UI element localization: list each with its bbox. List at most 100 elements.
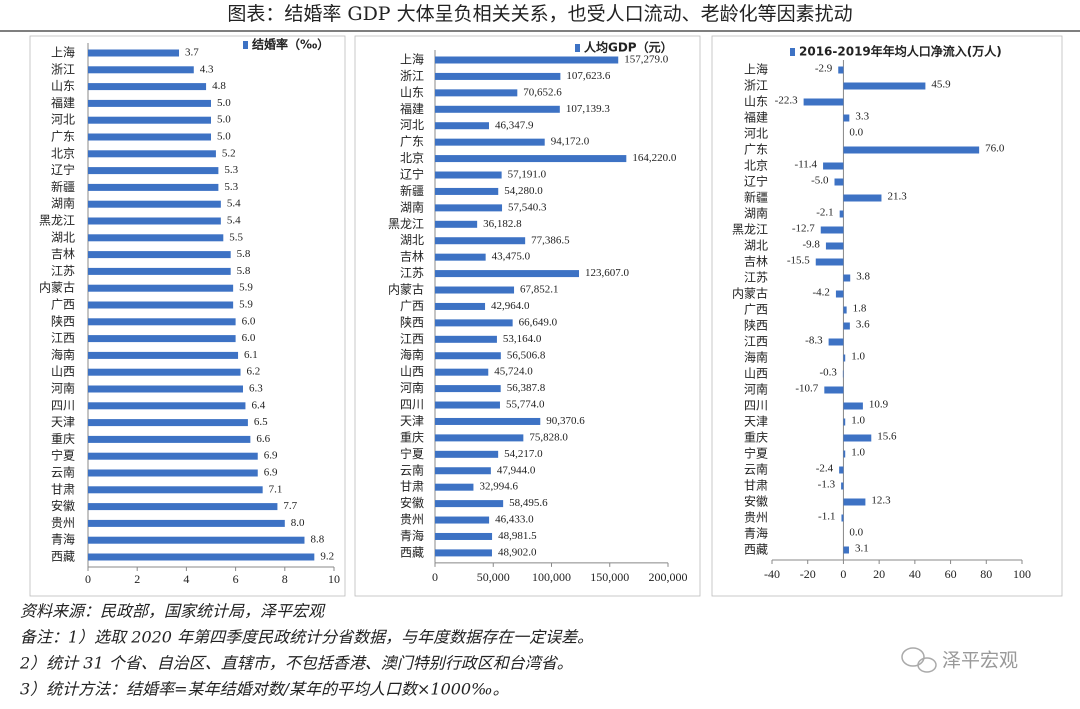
category-label: 福建 [744,110,768,125]
category-label: 广东 [744,143,768,157]
bar [843,322,850,330]
value-label: 4.3 [200,63,214,75]
bar [88,167,219,175]
bar [88,335,236,343]
value-label: 5.0 [217,97,231,109]
category-label: 山东 [51,79,75,93]
category-label: 浙江 [400,69,424,83]
bar [843,450,846,458]
category-label: 海南 [744,350,768,365]
category-label: 北京 [51,146,75,160]
value-label: 15.6 [877,431,897,443]
bar [88,318,236,326]
value-label: 43,475.0 [492,251,531,263]
category-label: 广东 [400,135,424,149]
x-tick-label: 4 [183,572,189,586]
bar [88,99,211,107]
x-tick-label: -20 [800,567,816,581]
value-label: 54,217.0 [504,448,543,460]
value-label: 66,649.0 [519,316,558,328]
value-label: 94,172.0 [551,136,590,148]
category-label: 广西 [744,303,768,317]
category-label: 江苏 [400,266,424,280]
bar [88,385,243,393]
category-label: 海南 [400,347,424,362]
category-label: 上海 [744,62,768,77]
category-label: 江西 [400,332,424,346]
bar [435,368,489,376]
value-label: 21.3 [887,191,907,203]
panel-frame [711,35,1063,597]
value-label: 5.8 [237,265,251,277]
note: 资料来源：民政部，国家统计局，泽平宏观 [20,602,326,621]
value-label: 5.2 [222,147,236,159]
value-label: 5.4 [227,198,241,210]
value-label: 57,191.0 [508,169,547,181]
category-label: 辽宁 [400,167,424,182]
value-label: 157,279.0 [624,54,669,66]
value-label: 6.5 [254,416,268,428]
bar [88,234,224,242]
value-label: 6.0 [242,315,256,327]
category-label: 吉林 [51,247,75,261]
category-label: 辽宁 [51,162,75,177]
value-label: 6.3 [249,383,263,395]
bar [435,122,489,130]
bar [843,418,846,426]
legend-swatch [575,44,580,52]
category-label: 河南 [400,380,424,395]
note: 3）统计方法：结婚率=某年结婚对数/某年的平均人口数×1000‰。 [20,680,509,699]
bar [828,338,844,346]
value-label: -0.3 [819,367,837,379]
value-label: 5.3 [224,164,238,176]
category-label: 天津 [400,414,424,428]
value-label: -11.4 [795,159,818,171]
bar [88,83,207,91]
category-label: 湖南 [400,199,424,214]
bar [841,514,844,522]
value-label: 5.0 [217,131,231,143]
x-tick-label: 0 [85,572,91,586]
category-label: 浙江 [744,79,768,93]
category-label: 福建 [51,95,75,110]
bar [820,226,844,234]
bar [435,138,545,146]
value-label: -1.1 [818,511,835,523]
bar [435,450,499,458]
category-label: 内蒙古 [732,286,768,301]
bar [88,435,251,443]
category-label: 江苏 [744,271,768,285]
bar [815,258,844,266]
bar [435,516,490,524]
legend-swatch [790,48,795,56]
value-label: -9.8 [803,239,821,251]
value-label: 45.9 [931,79,951,91]
value-label: 0.0 [849,127,863,139]
bar [88,49,180,57]
value-label: 76.0 [985,143,1005,155]
category-label: 内蒙古 [39,280,75,295]
bar [88,301,234,309]
x-tick-label: 8 [282,572,288,586]
value-label: 107,139.3 [566,103,611,115]
bar [88,536,305,544]
value-label: 48,981.5 [498,530,537,542]
value-label: 12.3 [871,495,891,507]
bar [843,274,851,282]
category-label: 内蒙古 [388,282,424,297]
bar [843,82,926,90]
value-label: 36,182.8 [483,218,522,230]
category-label: 黑龙江 [732,223,768,237]
category-label: 山西 [744,367,768,381]
value-label: 1.8 [853,303,867,315]
value-label: -8.3 [805,335,823,347]
value-label: 56,506.8 [507,349,546,361]
value-label: 75,828.0 [529,431,568,443]
legend-label: 结婚率（‰） [252,37,329,52]
value-label: 123,607.0 [585,267,630,279]
bar [435,89,518,97]
category-label: 湖南 [51,196,75,211]
category-label: 新疆 [744,190,768,205]
bar [435,500,504,508]
bar [435,286,515,294]
